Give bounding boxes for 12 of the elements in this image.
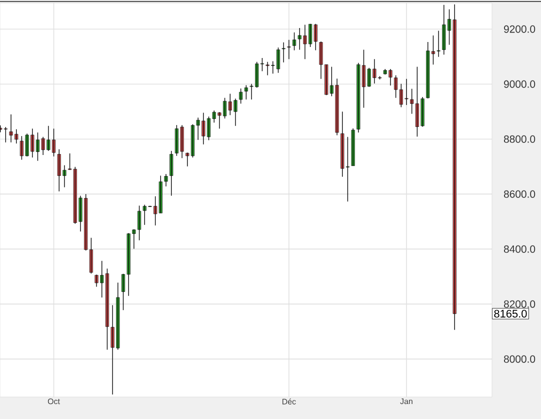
y-tick-label: 8000.0 [504, 355, 536, 363]
candlestick [4, 126, 8, 143]
y-tick-label: 8600.0 [504, 190, 536, 198]
candlestick [170, 150, 174, 196]
y-tick-label: 8800.0 [504, 135, 536, 143]
candlestick [244, 84, 248, 100]
y-tick-label: 8400.0 [504, 245, 536, 253]
candlestick [238, 88, 243, 104]
y-tick-label: 9200.0 [504, 25, 536, 33]
text: 8165.0 [494, 310, 527, 318]
y-tick-label: 9000.0 [504, 80, 536, 88]
y-tick-label: 8200.0 [504, 300, 536, 308]
